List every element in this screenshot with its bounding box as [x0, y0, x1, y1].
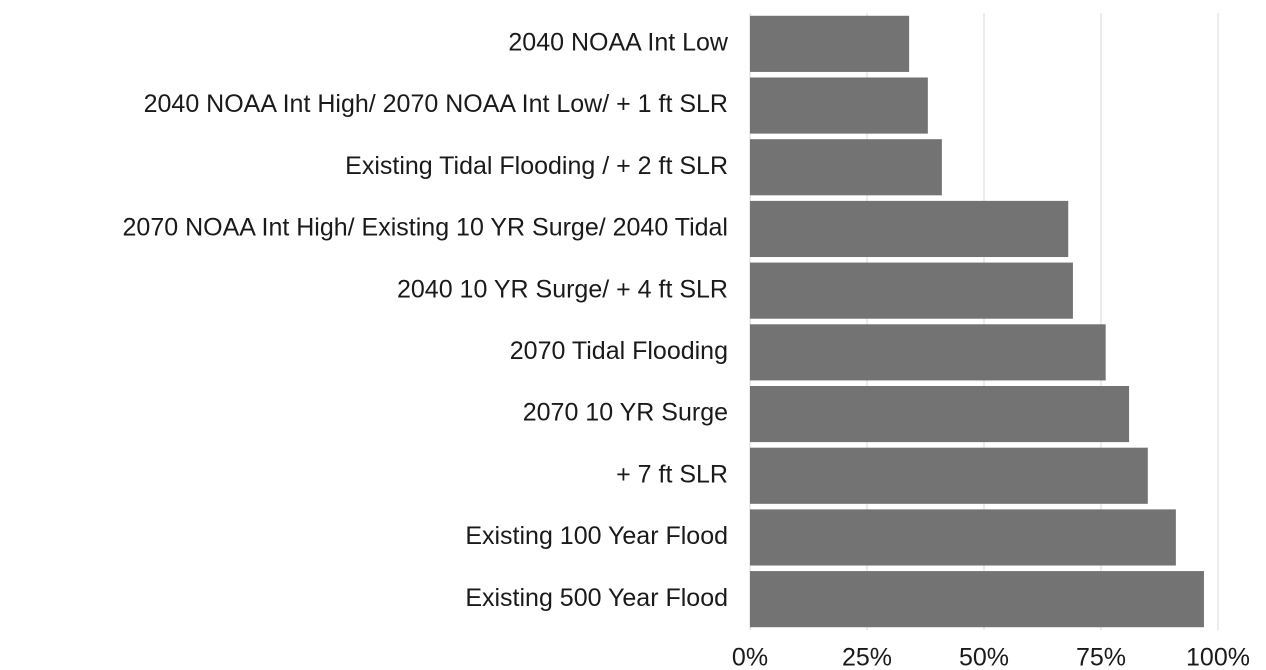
bar	[750, 385, 1130, 443]
bar	[750, 77, 928, 134]
y-tick-label: 2040 NOAA Int High/ 2070 NOAA Int Low/ +…	[144, 90, 728, 118]
bar	[750, 15, 910, 72]
y-tick-label: 2040 NOAA Int Low	[508, 28, 729, 56]
x-tick-label: 50%	[959, 644, 1009, 670]
bar	[750, 509, 1176, 566]
y-tick-label: Existing 500 Year Flood	[465, 584, 728, 612]
bar	[750, 324, 1106, 381]
y-tick-label: 2040 10 YR Surge/ + 4 ft SLR	[397, 275, 728, 303]
y-tick-label: 2070 Tidal Flooding	[510, 337, 728, 365]
bar	[750, 447, 1148, 504]
bar	[750, 262, 1073, 319]
x-tick-label: 100%	[1186, 644, 1250, 670]
bar	[750, 571, 1204, 628]
y-tick-label: 2070 10 YR Surge	[523, 399, 728, 427]
x-tick-label: 25%	[842, 644, 892, 670]
x-tick-label: 75%	[1076, 644, 1126, 670]
y-tick-label: 2070 NOAA Int High/ Existing 10 YR Surge…	[123, 214, 728, 242]
bar	[750, 139, 942, 196]
y-tick-label: Existing 100 Year Flood	[465, 522, 728, 550]
x-tick-label: 0%	[732, 644, 768, 670]
y-tick-label: Existing Tidal Flooding / + 2 ft SLR	[345, 152, 728, 180]
y-tick-label: + 7 ft SLR	[616, 460, 728, 488]
bar	[750, 200, 1069, 258]
